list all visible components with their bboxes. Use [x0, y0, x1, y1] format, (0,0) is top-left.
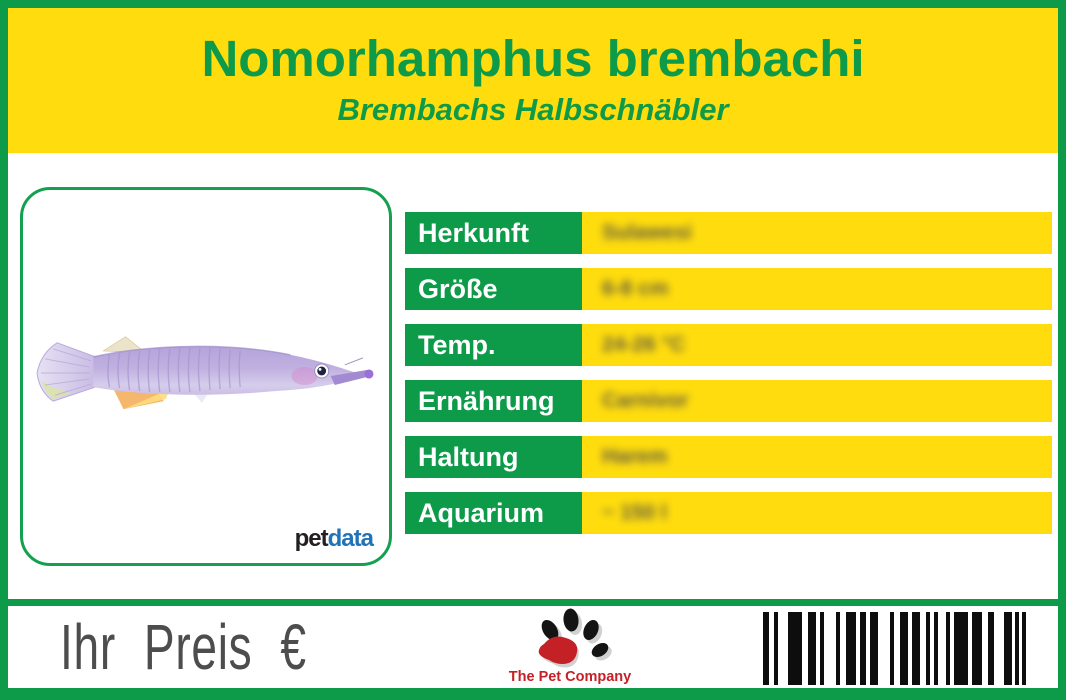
table-row-temp: Temp. 24-26 °C — [405, 324, 1052, 366]
pet-company-logo: The Pet Company — [508, 606, 632, 688]
species-title: Nomorhamphus brembachi — [201, 30, 865, 87]
info-table: Herkunft Sulawesi Größe 6-8 cm Temp. 24-… — [405, 212, 1052, 548]
row-label: Aquarium — [405, 492, 582, 534]
row-label: Temp. — [405, 324, 582, 366]
barcode — [763, 612, 1026, 685]
paw-print-icon — [538, 608, 612, 668]
fish-image — [36, 336, 374, 410]
row-value: 6-8 cm — [582, 268, 1052, 310]
row-value: Sulawesi — [582, 212, 1052, 254]
row-value: ~ 150 l — [582, 492, 1052, 534]
row-value: Carnivor — [582, 380, 1052, 422]
row-value: 24-26 °C — [582, 324, 1052, 366]
footer-separator — [8, 599, 1058, 606]
table-row-groesse: Größe 6-8 cm — [405, 268, 1052, 310]
table-row-haltung: Haltung Harem — [405, 436, 1052, 478]
petdata-logo-data: data — [327, 525, 374, 552]
row-value: Harem — [582, 436, 1052, 478]
row-label: Größe — [405, 268, 582, 310]
table-row-herkunft: Herkunft Sulawesi — [405, 212, 1052, 254]
table-row-aquarium: Aquarium ~ 150 l — [405, 492, 1052, 534]
fish-photo-box: petdata — [20, 187, 392, 566]
price-label: Ihr Preis € — [60, 611, 307, 683]
pet-company-name: The Pet Company — [508, 669, 632, 685]
row-label: Haltung — [405, 436, 582, 478]
table-row-ernaehrung: Ernährung Carnivor — [405, 380, 1052, 422]
petdata-logo-pet: pet — [294, 525, 329, 552]
row-label: Herkunft — [405, 212, 582, 254]
petdata-logo: petdata — [294, 525, 374, 553]
row-label: Ernährung — [405, 380, 582, 422]
species-subtitle: Brembachs Halbschnäbler — [337, 92, 729, 127]
header: Nomorhamphus brembachi Brembachs Halbsch… — [8, 8, 1058, 153]
footer: Ihr Preis € — [8, 606, 1058, 688]
